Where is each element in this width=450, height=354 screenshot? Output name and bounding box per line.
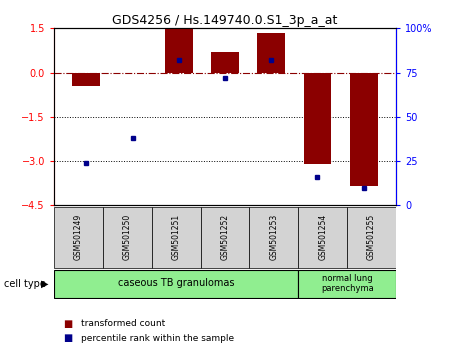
FancyBboxPatch shape (201, 207, 249, 268)
Text: ▶: ▶ (40, 279, 48, 289)
Bar (72, 73, 100, 86)
FancyBboxPatch shape (249, 207, 298, 268)
Text: GSM501249: GSM501249 (74, 214, 83, 260)
Text: GSM501253: GSM501253 (270, 214, 279, 260)
Text: normal lung
parenchyma: normal lung parenchyma (321, 274, 373, 293)
Text: GSM501251: GSM501251 (171, 214, 180, 260)
Bar (257, 33, 285, 73)
Text: cell type: cell type (4, 279, 46, 289)
Text: percentile rank within the sample: percentile rank within the sample (81, 333, 234, 343)
FancyBboxPatch shape (298, 270, 396, 298)
Text: GSM501252: GSM501252 (220, 214, 230, 260)
Text: GSM501250: GSM501250 (123, 214, 132, 260)
Title: GDS4256 / Hs.149740.0.S1_3p_a_at: GDS4256 / Hs.149740.0.S1_3p_a_at (112, 14, 338, 27)
Bar (350, 73, 378, 186)
FancyBboxPatch shape (298, 207, 347, 268)
Text: ■: ■ (63, 333, 72, 343)
Bar (165, 28, 193, 73)
Bar (211, 52, 239, 73)
FancyBboxPatch shape (152, 207, 201, 268)
Text: GSM501255: GSM501255 (367, 214, 376, 260)
Text: GSM501254: GSM501254 (318, 214, 327, 260)
Text: transformed count: transformed count (81, 319, 165, 329)
FancyBboxPatch shape (54, 207, 103, 268)
FancyBboxPatch shape (347, 207, 396, 268)
FancyBboxPatch shape (103, 207, 152, 268)
FancyBboxPatch shape (54, 270, 298, 298)
Text: ■: ■ (63, 319, 72, 329)
Bar (304, 73, 331, 164)
Text: caseous TB granulomas: caseous TB granulomas (118, 279, 234, 289)
